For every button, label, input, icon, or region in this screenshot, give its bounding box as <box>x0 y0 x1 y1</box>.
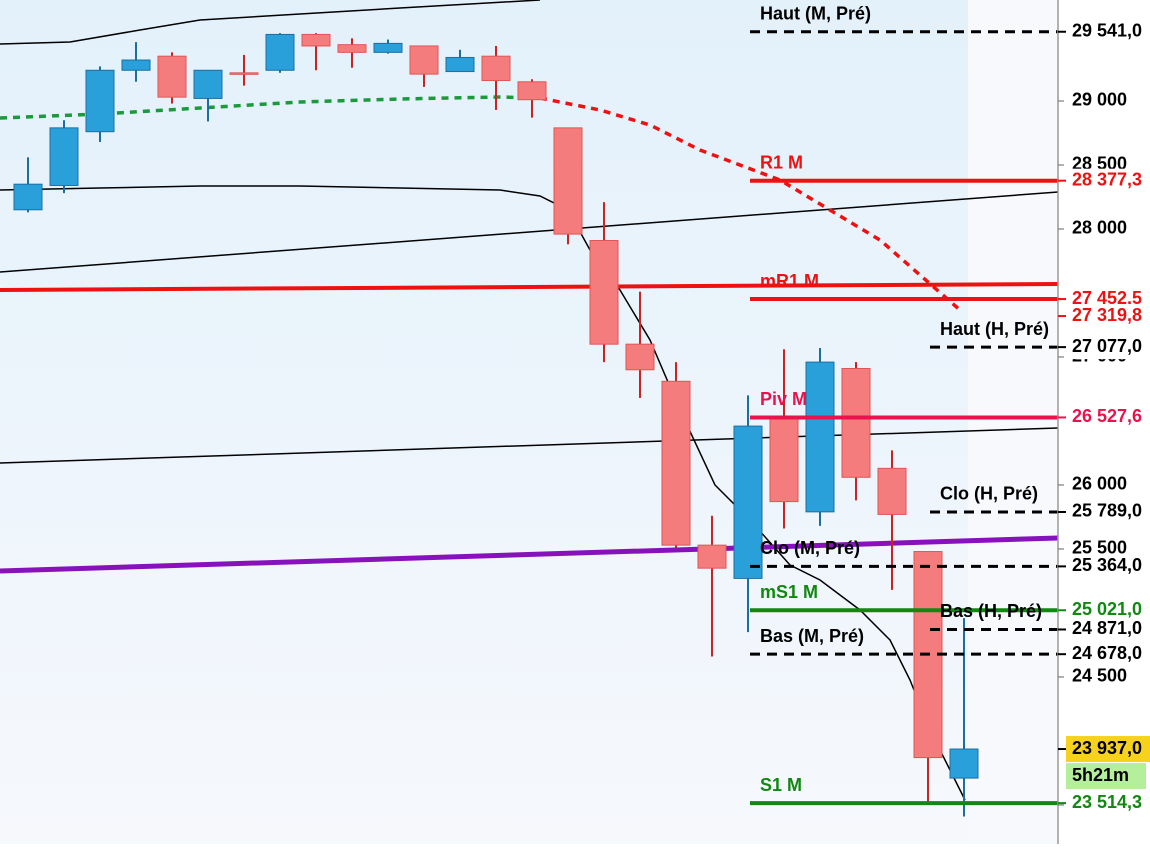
level-name: Bas (M, Pré) <box>760 626 864 646</box>
candle-body <box>517 81 547 101</box>
levels: Haut (M, Pré) R1 M mR1 M Haut (H, Pré) Piv M… <box>750 3 1058 806</box>
level-value-label: 27 319,8 <box>1072 305 1142 325</box>
candle-body <box>373 42 403 53</box>
candle-body <box>733 425 763 579</box>
level-value-label: 24 678,0 <box>1072 643 1142 663</box>
candle-body <box>697 544 727 569</box>
level-value-label: 25 021,0 <box>1072 599 1142 619</box>
background <box>968 0 1058 844</box>
candle-body <box>265 33 295 71</box>
candle-body <box>193 69 223 99</box>
timer-box <box>1066 763 1146 790</box>
candle-body <box>481 55 511 82</box>
level-name: Bas (H, Pré) <box>940 601 1042 621</box>
level-value-label: 26 527,6 <box>1072 406 1142 426</box>
level-value-box <box>1066 617 1150 642</box>
candle-body <box>301 33 331 47</box>
level-value-box <box>1066 168 1150 193</box>
moving-average <box>539 96 962 312</box>
candle-body <box>85 69 115 133</box>
candle-body <box>445 56 475 73</box>
level-value-box <box>1066 405 1150 430</box>
level-value-label: 27 077,0 <box>1072 336 1142 356</box>
level-name: Piv M <box>760 389 807 409</box>
level-value-label: 27 452,5 <box>1072 288 1142 308</box>
level-value-box <box>1066 335 1150 360</box>
trend-line <box>0 535 1059 574</box>
price-box <box>1066 736 1150 763</box>
y-tick-label: 28 000 <box>1072 218 1127 238</box>
level-value-label: 24 871,0 <box>1072 618 1142 638</box>
resistance-line <box>0 282 1059 292</box>
level-value-box <box>1066 19 1150 44</box>
level-name: Clo (H, Pré) <box>940 484 1038 504</box>
candle-body <box>805 361 835 513</box>
candle-body <box>949 748 979 779</box>
level-name: Clo (M, Pré) <box>760 538 860 558</box>
level-name: S1 M <box>760 775 802 795</box>
candles <box>13 33 979 817</box>
candle-body <box>841 367 871 478</box>
upper-band <box>0 0 541 45</box>
candle-body <box>49 127 79 186</box>
candle-body <box>13 183 43 211</box>
candle-body <box>157 55 187 98</box>
candle-body <box>589 240 619 345</box>
level-value-label: 25 789,0 <box>1072 501 1142 521</box>
indicators <box>0 0 1059 801</box>
level-value-label: 28 377,3 <box>1072 169 1142 189</box>
level-value-box <box>1066 304 1150 329</box>
moving-average <box>0 95 541 120</box>
timer-label: 5h21m <box>1072 765 1129 785</box>
lower-band <box>0 185 966 801</box>
y-tick-label: 26 000 <box>1072 474 1127 494</box>
level-value-box <box>1066 791 1150 816</box>
level-name: R1 M <box>760 152 803 172</box>
candle-body <box>553 127 583 235</box>
y-tick-label: 25 500 <box>1072 538 1127 558</box>
level-value-label: 25 364,0 <box>1072 555 1142 575</box>
level-value-box <box>1066 554 1150 579</box>
trend-line <box>0 427 1059 464</box>
level-name: Haut (H, Pré) <box>940 319 1049 339</box>
candle-body <box>337 44 367 53</box>
y-tick-label: 29 000 <box>1072 90 1127 110</box>
price-label: 23 937,0 <box>1072 738 1142 758</box>
candle-body <box>121 59 151 71</box>
level-name: mS1 M <box>760 582 818 602</box>
candle-body <box>409 45 439 75</box>
candle-body <box>877 467 907 515</box>
level-value-label: 29 541,0 <box>1072 20 1142 40</box>
candle-body <box>769 417 799 503</box>
level-value-box <box>1066 499 1150 524</box>
y-tick-label: 24 500 <box>1072 666 1127 686</box>
level-value-label: 23 514,3 <box>1072 792 1142 812</box>
level-value-box <box>1066 642 1150 667</box>
level-name: mR1 M <box>760 271 819 291</box>
candle-body <box>625 343 655 371</box>
candle-body <box>229 72 259 75</box>
trend-line <box>0 191 1059 273</box>
candle-body <box>661 380 691 546</box>
level-name: Haut (M, Pré) <box>760 3 871 23</box>
